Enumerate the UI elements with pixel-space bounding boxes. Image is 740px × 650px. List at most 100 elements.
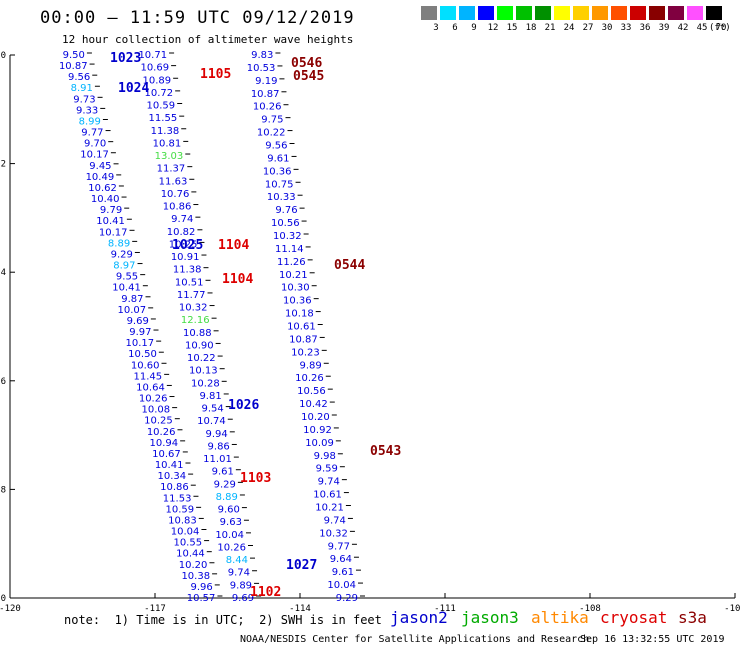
- pass-id-label: 1025: [172, 238, 203, 253]
- wave-height-value: 8.89: [216, 492, 238, 503]
- lat-label: 18: [0, 485, 6, 495]
- wave-height-value: 8.99: [79, 116, 101, 127]
- pass-id-label: 1024: [118, 81, 149, 96]
- lon-label: -120: [0, 604, 21, 614]
- wave-height-value: 9.64: [330, 554, 352, 565]
- pass-id-label: 1105: [200, 67, 231, 82]
- scale-swatch: [706, 6, 722, 20]
- scale-label: 6: [452, 23, 458, 33]
- pass-id-label: 1104: [218, 238, 249, 253]
- wave-height-value: 9.81: [199, 391, 221, 402]
- lat-label: 12: [0, 160, 6, 170]
- wave-height-value: 10.61: [287, 322, 316, 333]
- wave-height-value: 10.61: [313, 490, 342, 501]
- wave-height-value: 10.50: [128, 349, 157, 360]
- wave-height-value: 11.26: [277, 257, 306, 268]
- pass-id-label: 0544: [334, 258, 365, 273]
- wave-height-value: 10.87: [59, 61, 88, 72]
- wave-height-value: 11.63: [159, 176, 188, 187]
- wave-height-value: 10.55: [173, 538, 202, 549]
- wave-height-value: 9.74: [318, 477, 340, 488]
- wave-height-value: 9.61: [212, 467, 234, 478]
- wave-height-value: 9.77: [81, 128, 103, 139]
- scale-swatch: [421, 6, 437, 20]
- wave-height-value: 10.87: [289, 334, 318, 345]
- wave-height-value: 10.81: [153, 138, 182, 149]
- wave-height-value: 10.91: [171, 252, 200, 263]
- wave-height-value: 9.79: [100, 205, 122, 216]
- wave-height-value: 9.74: [228, 568, 250, 579]
- wave-height-value: 10.18: [285, 309, 314, 320]
- wave-height-value: 10.74: [197, 416, 226, 427]
- scale-swatch: [497, 6, 513, 20]
- pass-id-label: 1026: [228, 398, 259, 413]
- scale-label: 70: [715, 23, 727, 33]
- scale-label: 27: [582, 23, 594, 33]
- wave-height-value: 10.75: [265, 179, 294, 190]
- wave-height-value: 10.64: [136, 382, 165, 393]
- wave-height-value: 10.69: [140, 63, 169, 74]
- wave-height-value: 9.56: [68, 72, 90, 83]
- scale-swatch: [573, 6, 589, 20]
- wave-height-value: 10.41: [155, 460, 184, 471]
- wave-height-value: 9.19: [255, 76, 277, 87]
- wave-height-value: 9.77: [328, 541, 350, 552]
- wave-height-value: 11.37: [157, 164, 186, 175]
- wave-height-value: 9.29: [214, 479, 236, 490]
- scale-swatch: [478, 6, 494, 20]
- wave-height-value: 9.29: [336, 593, 358, 604]
- wave-height-value: 9.69: [127, 316, 149, 327]
- wave-height-value: 10.56: [297, 386, 326, 397]
- scale-label: 9: [471, 23, 477, 33]
- scale-swatch: [649, 6, 665, 20]
- wave-height-value: 9.83: [251, 50, 273, 61]
- wave-height-value: 9.89: [299, 360, 321, 371]
- map-subtitle: 12 hour collection of altimeter wave hei…: [62, 33, 354, 46]
- wave-height-value: 10.59: [165, 504, 194, 515]
- wave-height-value: 10.62: [88, 183, 117, 194]
- wave-height-value: 9.87: [121, 294, 143, 305]
- wave-height-value: 12.16: [181, 315, 210, 326]
- wave-height-value: 10.82: [167, 227, 196, 238]
- wave-height-value: 10.41: [96, 216, 125, 227]
- wave-height-value: 10.25: [144, 416, 173, 427]
- scale-swatch: [592, 6, 608, 20]
- scale-label: 24: [563, 23, 575, 33]
- wave-height-value: 9.59: [316, 464, 338, 475]
- scale-swatch: [687, 6, 703, 20]
- wave-height-value: 9.96: [190, 582, 212, 593]
- legend-s3a: s3a: [678, 608, 707, 627]
- wave-height-value: 10.22: [257, 128, 286, 139]
- wave-height-value: 13.03: [155, 151, 184, 162]
- wave-height-value: 11.55: [149, 113, 178, 124]
- scale-label: 33: [620, 23, 632, 33]
- wave-height-value: 10.32: [179, 303, 208, 314]
- scale-label: 30: [601, 23, 613, 33]
- wave-height-value: 10.42: [299, 399, 328, 410]
- wave-height-value: 11.38: [173, 265, 202, 276]
- scale-label: 42: [677, 23, 689, 33]
- wave-height-value: 10.72: [145, 88, 174, 99]
- wave-height-value: 10.56: [271, 218, 300, 229]
- wave-height-value: 11.45: [134, 371, 163, 382]
- scale-swatch: [668, 6, 684, 20]
- wave-height-value: 10.51: [175, 277, 204, 288]
- wave-height-value: 10.21: [279, 270, 308, 281]
- wave-height-value: 9.45: [89, 161, 111, 172]
- wave-height-value: 10.17: [126, 338, 155, 349]
- wave-height-value: 10.26: [295, 373, 324, 384]
- wave-height-value: 9.76: [275, 205, 297, 216]
- wave-height-value: 10.32: [319, 528, 348, 539]
- lat-label: 14: [0, 268, 6, 278]
- credit-text: NOAA/NESDIS Center for Satellite Applica…: [240, 634, 590, 645]
- wave-height-value: 10.57: [187, 593, 216, 604]
- scale-label: 18: [525, 23, 537, 33]
- wave-height-value: 9.89: [230, 580, 252, 591]
- wave-height-value: 10.08: [142, 405, 171, 416]
- wave-height-value: 10.17: [80, 150, 109, 161]
- wave-height-value: 10.86: [160, 482, 189, 493]
- scale-label: 12: [487, 23, 499, 33]
- map-title: 00:00 – 11:59 UTC 09/12/2019: [40, 8, 355, 28]
- wave-height-value: 9.70: [84, 139, 106, 150]
